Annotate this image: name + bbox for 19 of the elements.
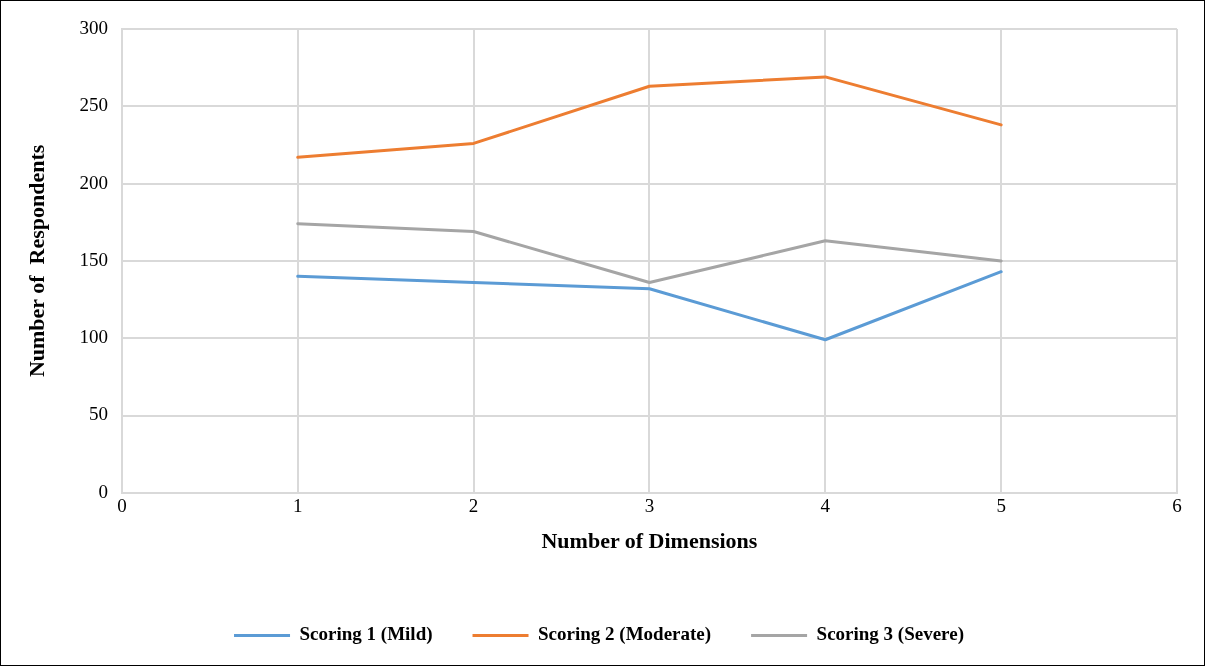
y-tick-label: 150: [79, 248, 108, 270]
x-tick-label: 1: [293, 495, 303, 517]
y-tick-label: 0: [98, 480, 108, 502]
x-tick-label: 2: [468, 495, 479, 517]
y-tick-label: 200: [79, 171, 108, 193]
legend-label: Scoring 3 (Severe): [816, 623, 964, 646]
y-tick-label: 300: [79, 16, 108, 38]
y-axis-title: Number of Respondents: [23, 144, 49, 378]
x-tick-label: 6: [1172, 495, 1182, 517]
x-tick-label: 3: [644, 495, 655, 517]
legend-label: Scoring 2 (Moderate): [538, 623, 712, 646]
y-tick-label: 250: [79, 94, 108, 116]
x-tick-label: 5: [996, 495, 1006, 517]
y-tick-label: 50: [88, 403, 108, 425]
x-axis-title: Number of Dimensions: [541, 528, 758, 554]
legend-label: Scoring 1 (Mild): [299, 623, 433, 646]
x-tick-label: 4: [820, 495, 831, 517]
y-tick-label: 100: [79, 326, 108, 348]
x-tick-label: 0: [117, 495, 127, 517]
